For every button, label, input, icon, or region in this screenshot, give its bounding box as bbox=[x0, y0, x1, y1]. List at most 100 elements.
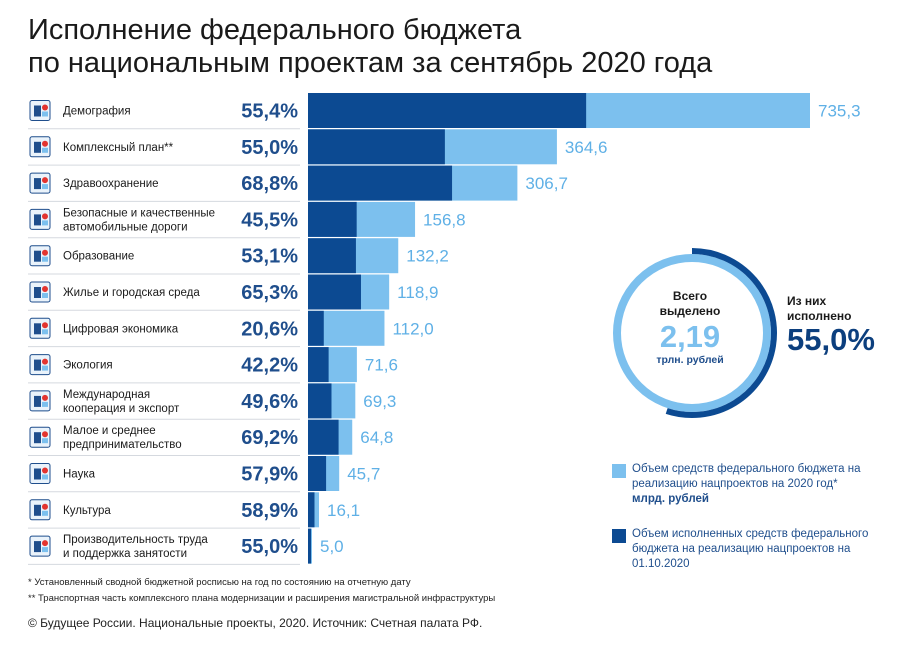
bar-executed bbox=[308, 165, 453, 201]
legend-planned: Объем средств федерального бюджета на ре… bbox=[612, 462, 882, 507]
legend-planned-swatch bbox=[612, 464, 626, 478]
category-label: Производительность труда и поддержка заня… bbox=[63, 534, 208, 560]
bar-executed bbox=[308, 238, 356, 274]
value-label: 71,6 bbox=[365, 356, 398, 375]
category-label: Жилье и городская среда bbox=[63, 287, 200, 299]
value-label: 364,6 bbox=[565, 138, 608, 157]
road-city-icon bbox=[29, 208, 51, 230]
chart-row: Демография 55,4% 735,3 bbox=[28, 93, 861, 130]
percent-label: 57,9% bbox=[241, 464, 298, 486]
globe-arrow-icon bbox=[29, 390, 51, 412]
donut-total-ring bbox=[613, 254, 771, 412]
category-label: Малое и среднее предпринимательство bbox=[63, 425, 182, 451]
donut-total-unit: трлн. рублей bbox=[656, 354, 723, 366]
percent-label: 53,1% bbox=[241, 246, 298, 268]
bar-executed bbox=[308, 274, 361, 310]
digital-icon bbox=[29, 317, 51, 339]
donut-total-label: Всего выделено bbox=[660, 289, 721, 318]
legend-planned-text: Объем средств федерального бюджета на ре… bbox=[632, 463, 861, 490]
legend-executed-swatch bbox=[612, 529, 626, 543]
family-icon bbox=[29, 100, 51, 121]
value-label: 69,3 bbox=[363, 392, 396, 411]
percent-label: 20,6% bbox=[241, 318, 298, 340]
executed-label: Из них исполнено bbox=[787, 294, 851, 323]
footnote-2: ** Транспортная часть комплексного плана… bbox=[28, 593, 496, 604]
productivity-arrow-icon bbox=[29, 535, 51, 557]
percent-label: 55,0% bbox=[241, 137, 298, 159]
bar-executed bbox=[308, 129, 445, 165]
health-cross-icon bbox=[29, 172, 51, 194]
percent-label: 49,6% bbox=[241, 391, 298, 413]
title-line-2: по национальным проектам за сентябрь 202… bbox=[28, 47, 713, 79]
bar-executed bbox=[308, 347, 329, 383]
category-label: Наука bbox=[63, 469, 96, 481]
chart-row: Жилье и городская среда 65,3% 118,9 bbox=[28, 274, 438, 311]
donut-total-value: 2,19 bbox=[660, 319, 720, 354]
page-title: Исполнение федерального бюджета по нацио… bbox=[28, 14, 888, 80]
chart-row: Образование 53,1% 132,2 bbox=[28, 238, 449, 275]
percent-label: 68,8% bbox=[241, 173, 298, 195]
bar-executed bbox=[308, 492, 315, 528]
plant-icon bbox=[29, 354, 51, 376]
percent-label: 65,3% bbox=[241, 282, 298, 304]
category-label: Комплексный план** bbox=[63, 142, 174, 154]
value-label: 735,3 bbox=[818, 102, 861, 121]
legend-executed: Объем исполненных средств федерального б… bbox=[612, 527, 882, 572]
percent-label: 55,4% bbox=[241, 101, 298, 123]
chart-row: Цифровая экономика 20,6% 112,0 bbox=[28, 310, 434, 348]
chart-row: Международная кооперация и экспорт 49,6% 69… bbox=[28, 383, 396, 420]
value-label: 156,8 bbox=[423, 210, 466, 229]
bar-executed bbox=[308, 310, 324, 346]
category-label: Международная кооперация и экспорт bbox=[63, 389, 180, 415]
chart-row: Наука 57,9% 45,7 bbox=[28, 456, 380, 493]
value-label: 132,2 bbox=[406, 247, 449, 266]
donut-executed-arc bbox=[665, 248, 777, 418]
value-label: 45,7 bbox=[347, 465, 380, 484]
bar-executed bbox=[308, 201, 357, 237]
chart-row: Безопасные и качественные автомобильные д… bbox=[28, 201, 466, 239]
percent-label: 45,5% bbox=[241, 209, 298, 231]
percent-label: 69,2% bbox=[241, 427, 298, 449]
chart-row: Культура 58,9% 16,1 bbox=[28, 492, 360, 529]
house-icon bbox=[29, 281, 51, 303]
value-label: 5,0 bbox=[320, 537, 344, 556]
science-hands-icon bbox=[29, 463, 51, 484]
chart-row: Здравоохранение 68,8% 306,7 bbox=[28, 165, 568, 202]
bar-executed bbox=[308, 456, 327, 491]
executed-value: 55,0% bbox=[787, 322, 875, 357]
chart-row: Комплексный план** 55,0% 364,6 bbox=[28, 129, 608, 166]
value-label: 64,8 bbox=[360, 428, 393, 447]
category-label: Здравоохранение bbox=[63, 178, 159, 190]
category-label: Образование bbox=[63, 251, 134, 263]
percent-label: 42,2% bbox=[241, 355, 298, 377]
value-label: 118,9 bbox=[397, 283, 438, 302]
category-label: Культура bbox=[63, 505, 111, 517]
value-label: 306,7 bbox=[525, 174, 568, 193]
title-line-1: Исполнение федерального бюджета bbox=[28, 14, 522, 46]
category-label: Безопасные и качественные автомобильные д… bbox=[63, 207, 215, 233]
value-label: 16,1 bbox=[327, 501, 360, 520]
bar-executed bbox=[308, 419, 339, 455]
chart-rows: Демография 55,4% 735,3 Комплексный план** 55… bbox=[28, 93, 861, 565]
chart-row: Экология 42,2% 71,6 bbox=[28, 347, 398, 384]
chart-row: Производительность труда и поддержка заня… bbox=[28, 528, 344, 565]
legend-executed-text: Объем исполненных средств федерального б… bbox=[632, 528, 869, 570]
footnote-1: * Установленный сводной бюджетной роспис… bbox=[28, 577, 411, 588]
legend-planned-unit: млрд. рублей bbox=[632, 493, 709, 505]
book-icon bbox=[29, 245, 51, 267]
rocket-icon bbox=[29, 426, 51, 448]
bar-executed bbox=[308, 383, 332, 419]
category-label: Экология bbox=[63, 360, 113, 372]
source-note: © Будущее России. Национальные проекты, … bbox=[28, 616, 483, 630]
bar-executed bbox=[308, 528, 311, 564]
culture-mask-icon bbox=[29, 499, 51, 521]
chart-row: Малое и среднее предпринимательство 69,2% 6… bbox=[28, 419, 393, 456]
bar-executed bbox=[308, 93, 587, 128]
category-label: Демография bbox=[63, 106, 131, 118]
percent-label: 55,0% bbox=[241, 536, 298, 558]
category-label: Цифровая экономика bbox=[63, 323, 179, 335]
value-label: 112,0 bbox=[392, 319, 433, 338]
percent-label: 58,9% bbox=[241, 500, 298, 522]
